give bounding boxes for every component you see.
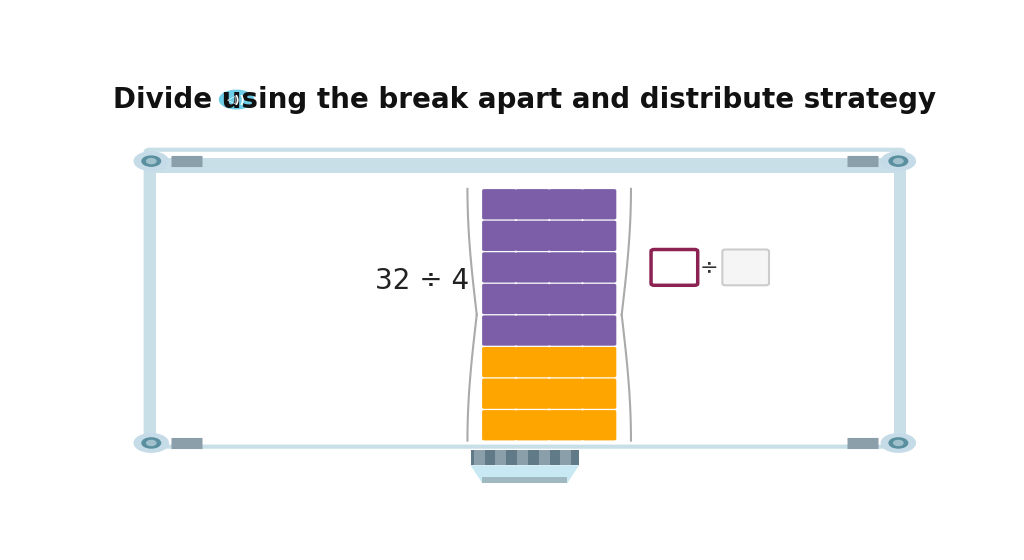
FancyBboxPatch shape xyxy=(515,252,550,283)
FancyBboxPatch shape xyxy=(515,347,550,377)
FancyBboxPatch shape xyxy=(482,189,516,220)
FancyBboxPatch shape xyxy=(582,189,616,220)
Circle shape xyxy=(219,90,254,109)
Bar xyxy=(482,477,567,483)
FancyBboxPatch shape xyxy=(482,221,516,251)
Text: ◁)): ◁)) xyxy=(227,95,246,105)
FancyBboxPatch shape xyxy=(549,315,583,346)
Circle shape xyxy=(889,156,907,166)
Polygon shape xyxy=(517,450,528,465)
FancyBboxPatch shape xyxy=(515,410,550,440)
FancyBboxPatch shape xyxy=(651,250,697,285)
FancyBboxPatch shape xyxy=(515,221,550,251)
Circle shape xyxy=(894,158,903,164)
FancyBboxPatch shape xyxy=(482,252,516,283)
Circle shape xyxy=(134,152,168,170)
FancyBboxPatch shape xyxy=(482,410,516,440)
FancyBboxPatch shape xyxy=(582,221,616,251)
Polygon shape xyxy=(496,450,506,465)
Circle shape xyxy=(894,440,903,446)
Text: 32 ÷ 4: 32 ÷ 4 xyxy=(376,267,470,295)
FancyBboxPatch shape xyxy=(722,250,769,285)
Circle shape xyxy=(142,156,161,166)
FancyBboxPatch shape xyxy=(582,284,616,314)
Circle shape xyxy=(146,158,156,164)
FancyBboxPatch shape xyxy=(549,284,583,314)
Circle shape xyxy=(882,433,915,452)
Circle shape xyxy=(882,152,915,170)
Polygon shape xyxy=(539,450,550,465)
FancyBboxPatch shape xyxy=(549,221,583,251)
FancyBboxPatch shape xyxy=(482,284,516,314)
FancyBboxPatch shape xyxy=(582,379,616,409)
FancyBboxPatch shape xyxy=(549,379,583,409)
FancyBboxPatch shape xyxy=(482,379,516,409)
Circle shape xyxy=(134,433,168,452)
Text: Divide using the break apart and distribute strategy: Divide using the break apart and distrib… xyxy=(114,86,936,114)
Polygon shape xyxy=(560,450,571,465)
FancyBboxPatch shape xyxy=(515,284,550,314)
FancyBboxPatch shape xyxy=(515,379,550,409)
FancyBboxPatch shape xyxy=(549,410,583,440)
Bar xyxy=(143,161,156,443)
Text: ÷: ÷ xyxy=(699,258,718,277)
FancyBboxPatch shape xyxy=(145,150,904,447)
FancyBboxPatch shape xyxy=(515,315,550,346)
FancyBboxPatch shape xyxy=(482,347,516,377)
FancyBboxPatch shape xyxy=(582,315,616,346)
FancyBboxPatch shape xyxy=(515,189,550,220)
Polygon shape xyxy=(471,465,579,483)
FancyBboxPatch shape xyxy=(150,158,900,174)
FancyBboxPatch shape xyxy=(582,347,616,377)
FancyBboxPatch shape xyxy=(482,315,516,346)
FancyBboxPatch shape xyxy=(549,189,583,220)
Circle shape xyxy=(142,438,161,448)
FancyBboxPatch shape xyxy=(549,347,583,377)
Bar xyxy=(894,161,906,443)
Polygon shape xyxy=(474,450,484,465)
Circle shape xyxy=(146,440,156,446)
Polygon shape xyxy=(471,450,579,465)
Circle shape xyxy=(889,438,907,448)
FancyBboxPatch shape xyxy=(582,252,616,283)
FancyBboxPatch shape xyxy=(549,252,583,283)
FancyBboxPatch shape xyxy=(582,410,616,440)
